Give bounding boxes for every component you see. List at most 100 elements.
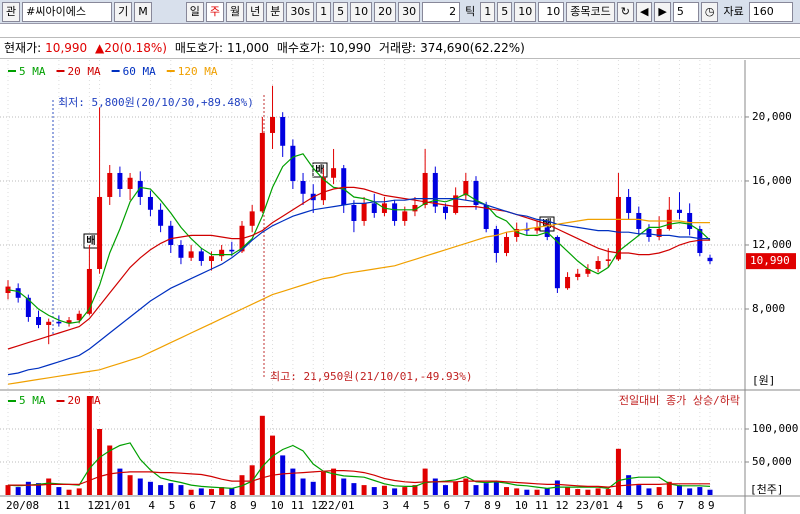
volume-bar	[402, 487, 408, 495]
volume-bar	[158, 485, 164, 495]
candle-body	[320, 177, 326, 201]
x-tick-label: 6	[657, 499, 664, 512]
toolbar: 관 #씨아이에스 기 M 일 주 월 년 분 30s 1 5 10 20 30 …	[0, 0, 800, 24]
volume-bar	[331, 468, 337, 495]
candle-body	[626, 196, 632, 213]
x-tick-label: 4	[616, 499, 623, 512]
code-label[interactable]: 종목코드	[566, 1, 615, 22]
button[interactable]: 기	[114, 1, 133, 22]
data-count[interactable]: 160	[748, 1, 793, 22]
ma-line	[7, 186, 710, 350]
volume-bar	[280, 455, 286, 495]
volume-bar	[575, 489, 581, 495]
price: 10,990	[45, 41, 88, 55]
last-price-box	[746, 253, 796, 270]
tick-button[interactable]: 5	[497, 1, 513, 22]
tick-button[interactable]: 10	[514, 1, 537, 22]
candle-body	[422, 172, 428, 205]
period[interactable]: 10	[350, 1, 373, 22]
refresh[interactable]: ↻	[616, 1, 634, 22]
volume: 374,690(62.22%)	[420, 41, 525, 55]
candle-body	[585, 268, 591, 274]
tick-input[interactable]: 10	[538, 1, 565, 22]
volume-bar	[117, 468, 123, 495]
period[interactable]: 1	[316, 1, 332, 22]
volume-bar	[147, 481, 153, 495]
y-tick-label: 50,000	[752, 455, 792, 468]
x-tick-label: 21/01	[98, 499, 131, 512]
legend-label: 20 MA	[68, 65, 101, 78]
button[interactable]: M	[134, 1, 152, 22]
candle-body	[219, 249, 225, 257]
candle-body	[697, 228, 703, 253]
x-tick-label: 12	[87, 499, 100, 512]
clock[interactable]: ◷	[700, 1, 719, 22]
volume-bar	[615, 448, 621, 495]
volume-bar	[66, 489, 72, 495]
period[interactable]: 5	[333, 1, 349, 22]
volume-bar	[524, 489, 530, 495]
ask-label: 매도호가:	[174, 41, 224, 55]
candle-body	[290, 145, 296, 181]
period[interactable]: 분	[266, 1, 285, 22]
volume-bar	[595, 488, 601, 495]
legend-swatch	[56, 400, 65, 402]
volume-bar	[585, 489, 591, 495]
step-input[interactable]: 5	[672, 1, 699, 22]
candle-body	[402, 211, 408, 221]
volume-bar	[290, 468, 296, 495]
x-tick-label: 3	[382, 499, 389, 512]
x-tick-label: 7	[677, 499, 684, 512]
candle-body	[361, 203, 367, 221]
volume-bar	[544, 488, 550, 495]
next[interactable]: ▶	[654, 1, 671, 22]
candle-body	[504, 236, 510, 253]
tick-input[interactable]: 2	[422, 1, 461, 22]
search[interactable]: 관	[2, 1, 21, 22]
candle-body	[127, 177, 133, 189]
tick-button[interactable]: 1	[480, 1, 496, 22]
candle-body	[687, 212, 693, 229]
volume-bar	[168, 483, 174, 495]
y-tick-label: 20,000	[752, 110, 792, 123]
period[interactable]: 30	[398, 1, 421, 22]
candle-body	[514, 228, 520, 237]
period[interactable]: 주	[205, 1, 224, 22]
code-input[interactable]: #씨아이에스	[22, 1, 113, 22]
x-tick-label: 6	[189, 499, 196, 512]
candle-body	[208, 256, 214, 261]
period[interactable]: 일	[185, 1, 204, 22]
volume-bar	[514, 488, 520, 495]
legend-label: 5 MA	[19, 394, 46, 407]
legend-label: 120 MA	[178, 65, 218, 78]
legend-swatch	[8, 70, 16, 72]
ma-line	[7, 153, 711, 325]
x-tick-label: 8	[698, 499, 705, 512]
volume-ma-line	[8, 470, 710, 488]
candle-body	[198, 251, 204, 261]
x-tick-label: 5	[169, 499, 176, 512]
volume-bar	[473, 485, 479, 495]
volume-bar	[646, 488, 652, 495]
period[interactable]: 30s	[286, 1, 315, 22]
candle-body	[656, 228, 662, 237]
legend-swatch	[56, 70, 65, 72]
candle-body	[36, 316, 42, 325]
volume-bar	[554, 480, 560, 495]
x-tick-label: 7	[464, 499, 471, 512]
candle-body	[25, 297, 31, 317]
candle-body	[5, 286, 11, 293]
volume-bar	[198, 488, 204, 495]
candle-body	[331, 168, 337, 178]
prev[interactable]: ◀	[635, 1, 653, 22]
volume-bar	[5, 485, 11, 495]
candle-body	[412, 204, 418, 212]
legend-label: 5 MA	[19, 65, 46, 78]
candle-body	[249, 211, 255, 226]
period[interactable]: 월	[226, 1, 245, 22]
candle-body	[97, 196, 103, 269]
period[interactable]: 년	[246, 1, 265, 22]
candle-body	[453, 195, 459, 213]
period[interactable]: 20	[374, 1, 397, 22]
volume-bar	[15, 487, 21, 495]
